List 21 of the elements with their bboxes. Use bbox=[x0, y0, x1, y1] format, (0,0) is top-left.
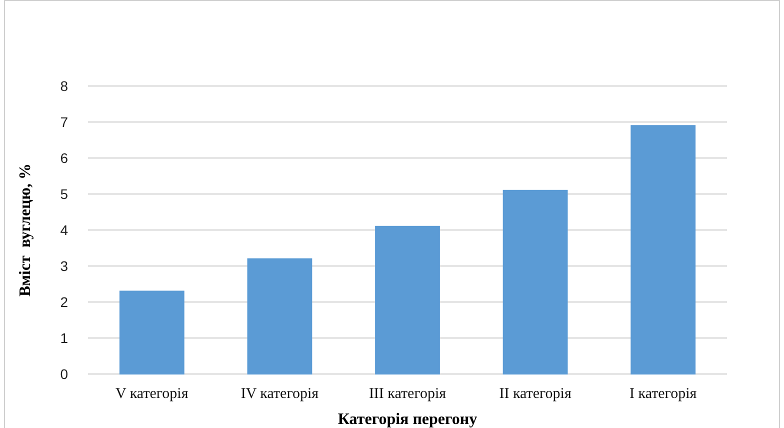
x-tick-label: II категорія bbox=[499, 386, 572, 402]
y-tick-label: 7 bbox=[60, 114, 68, 130]
x-tick-label: IV категорія bbox=[240, 386, 319, 402]
bar bbox=[247, 258, 312, 374]
x-axis-title: Категорія перегону bbox=[338, 411, 478, 428]
y-tick-label: 6 bbox=[60, 150, 68, 166]
y-tick-label: 2 bbox=[60, 294, 68, 310]
bar bbox=[119, 290, 184, 374]
x-tick-label: III категорія bbox=[368, 386, 446, 402]
bar bbox=[375, 226, 440, 374]
bar bbox=[502, 190, 568, 374]
bar bbox=[630, 125, 696, 374]
y-tick-label: 0 bbox=[60, 366, 68, 382]
x-tick-label: V категорія bbox=[116, 386, 188, 402]
y-tick-label: 1 bbox=[60, 330, 68, 346]
y-tick-label: 5 bbox=[60, 186, 68, 202]
y-tick-label: 8 bbox=[60, 78, 68, 94]
y-tick-label: 4 bbox=[60, 222, 68, 238]
x-tick-label: I категорія bbox=[630, 386, 697, 402]
y-tick-label: 3 bbox=[60, 258, 68, 274]
y-axis-title: Вміст вуглецю, % bbox=[17, 163, 34, 297]
